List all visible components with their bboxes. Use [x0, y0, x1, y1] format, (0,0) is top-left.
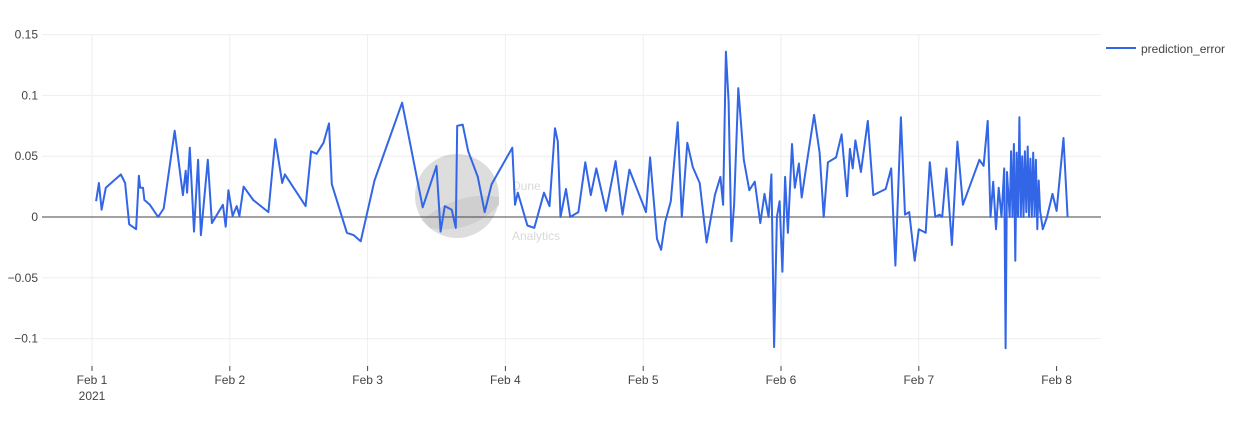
y-axis-ticks: 0.15 0.1 0.05 0 −0.05 −0.1 — [8, 28, 39, 346]
dune-logo-shade — [422, 195, 499, 230]
x-tick-label: Feb 6 — [766, 373, 797, 387]
y-tick-label: 0 — [31, 210, 38, 224]
y-tick-label: 0.1 — [21, 88, 38, 102]
y-tick-label: 0.05 — [15, 149, 39, 163]
grid-layer — [42, 34, 1101, 366]
x-tick-label: Feb 8 — [1041, 373, 1072, 387]
x-tick-label: Feb 2 — [214, 373, 245, 387]
x-tick-year-label: 2021 — [79, 389, 106, 403]
y-tick-label: −0.05 — [8, 271, 39, 285]
series-layer — [95, 50, 1069, 350]
x-tick-label: Feb 3 — [352, 373, 383, 387]
x-tick-label: Feb 4 — [490, 373, 521, 387]
watermark-word-2: Analytics — [512, 229, 560, 243]
y-tick-label: −0.1 — [14, 332, 38, 346]
x-tick-label: Feb 1 — [77, 373, 108, 387]
y-tick-label: 0.15 — [15, 28, 39, 42]
x-tick-label: Feb 7 — [903, 373, 934, 387]
x-axis-ticks: Feb 1 2021 Feb 2 Feb 3 Feb 4 Feb 5 Feb 6 Feb 7 F… — [77, 366, 1072, 403]
legend-label: prediction_error — [1141, 42, 1225, 56]
x-tick-label: Feb 5 — [628, 373, 659, 387]
watermark-word-1: Dune — [512, 179, 541, 193]
legend[interactable]: prediction_error — [1106, 42, 1225, 56]
series-line-prediction_error[interactable] — [95, 50, 1069, 350]
